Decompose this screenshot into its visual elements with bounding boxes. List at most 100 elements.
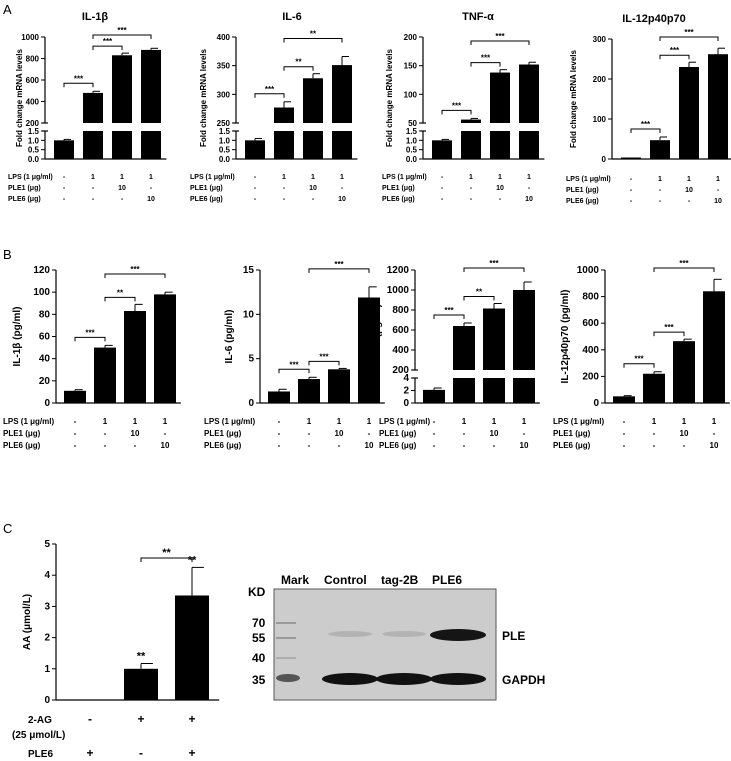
condition-value: 1 [498, 174, 502, 181]
y-tick-label: 600 [26, 76, 40, 85]
condition-row-label: PLE1 (μg) [190, 185, 223, 192]
condition-value: 1 [682, 417, 687, 426]
blot-lane-label-control: Control [324, 573, 367, 587]
y-tick-label: 120 [33, 265, 50, 276]
condition-row-label: PLE1 (μg) [8, 185, 41, 192]
condition-value: - [433, 429, 436, 438]
condition-value: - [368, 429, 371, 438]
blot-band-label-ple: PLE [502, 629, 525, 643]
condition-value: - [74, 429, 77, 438]
condition-value: - [254, 174, 257, 181]
significance-label: ** [310, 29, 317, 38]
y-axis-label: TNF-α (pg/ml) [372, 304, 383, 369]
chart-a4: IL-12p40p70 Fold change mRNA levels 0 100 20… [569, 13, 731, 164]
bar [519, 131, 539, 159]
y-tick-label: 5 [44, 539, 50, 550]
condition-row-label: PLE6 [28, 749, 53, 760]
condition-value: - [74, 441, 77, 450]
condition-value: 1 [462, 417, 467, 426]
significance-label: *** [289, 360, 299, 369]
condition-value: - [463, 441, 466, 450]
bar [483, 378, 505, 403]
condition-row-label: LPS (1 μg/ml) [566, 176, 611, 183]
condition-value: 10 [490, 429, 499, 438]
condition-value: 1 [133, 417, 138, 426]
significance-label: *** [679, 259, 689, 268]
chart-title: IL-1β [82, 11, 109, 23]
y-tick-label: 400 [392, 345, 409, 356]
significance-bracket [63, 82, 94, 88]
significance-label: *** [452, 101, 462, 110]
bar [519, 64, 539, 123]
condition-value: 1 [307, 417, 312, 426]
significance-bracket [104, 273, 166, 278]
condition-value: - [104, 429, 107, 438]
condition-value: - [278, 417, 281, 426]
condition-value: 1 [367, 417, 372, 426]
condition-row-label: LPS (1 μg/ml) [379, 417, 430, 426]
condition-value: - [139, 746, 143, 760]
y-tick-label: 400 [217, 33, 231, 42]
chart-b4: IL-12p40p70 (pg/ml) 0 200 400 600 800 1000 *** *… [560, 259, 730, 409]
chart-a3: TNF-α Fold change mRNA levels 0.00.51.01.5… [385, 11, 545, 164]
condition-value: 10 [309, 185, 317, 192]
significance-label: *** [481, 54, 491, 63]
condition-row-label: LPS (1 μg/ml) [8, 174, 53, 181]
condition-row-label: LPS (1 μg/ml) [3, 417, 54, 426]
condition-value: 1 [163, 417, 168, 426]
y-tick-label: 0 [44, 695, 50, 706]
condition-row-label: PLE1 (μg) [553, 429, 591, 438]
bar [679, 67, 699, 159]
significance-bracket [74, 336, 106, 342]
significance-label: *** [489, 259, 499, 268]
bar [453, 326, 475, 370]
y-tick-label: 0.0 [219, 155, 231, 164]
y-tick-label: 60 [39, 332, 51, 343]
chart-title: IL-6 [282, 11, 302, 23]
bar-significance-label: ** [137, 650, 146, 662]
bar [54, 140, 74, 159]
significance-bracket [630, 128, 661, 133]
y-tick-label: 1.0 [406, 136, 418, 145]
condition-row-label: 2-AG [28, 715, 52, 726]
condition-value: - [499, 196, 502, 203]
y-tick-label: 10 [243, 309, 255, 320]
significance-label: *** [319, 352, 329, 361]
conditions-b2: LPS (1 μg/ml) - 1 1 1 PLE1 (μg) - - 10 - PLE6 (μg)… [204, 417, 374, 450]
condition-row-label: LPS (1 μg/ml) [382, 174, 427, 181]
bar [124, 311, 146, 403]
significance-label: *** [265, 85, 275, 94]
bar [274, 131, 294, 159]
condition-value: - [523, 429, 526, 438]
significance-label: *** [444, 306, 454, 315]
y-tick-label: 200 [392, 365, 409, 376]
ple-band-ple6 [430, 629, 486, 641]
condition-value: 1 [120, 174, 124, 181]
condition-row-label: PLE6 (μg) [204, 441, 242, 450]
significance-label: ** [295, 58, 302, 67]
condition-value: - [254, 196, 257, 203]
y-tick-label: 1.0 [219, 136, 231, 145]
panel-letter-a: A [3, 2, 12, 17]
condition-value: - [308, 441, 311, 450]
y-tick-label: 600 [582, 318, 599, 329]
condition-value: - [630, 198, 633, 205]
blot-lane-label-tag-2b: tag-2B [381, 573, 419, 587]
y-axis-label: IL-12p40p70 (pg/ml) [560, 290, 571, 384]
y-axis-label: Fold change mRNA levels [199, 48, 208, 147]
condition-value: - [441, 185, 444, 192]
condition-row-label: PLE1 (μg) [382, 185, 415, 192]
condition-row-label: LPS (1 μg/ml) [190, 174, 235, 181]
blot-marker-55: 55 [252, 631, 266, 645]
y-tick-label: 800 [392, 305, 409, 316]
bar [490, 131, 510, 159]
condition-row-label: LPS (1 μg/ml) [553, 417, 604, 426]
y-tick-label: 5 [248, 354, 254, 365]
condition-value: 1 [469, 174, 473, 181]
significance-label: *** [334, 260, 344, 269]
y-axis-label: IL-6 (pg/ml) [224, 310, 235, 364]
condition-value: 10 [338, 196, 346, 203]
conditions-b4: LPS (1 μg/ml) - 1 1 1 PLE1 (μg) - - 10 - PLE6 (μg)… [553, 417, 719, 450]
y-tick-label: 0.5 [406, 146, 418, 155]
